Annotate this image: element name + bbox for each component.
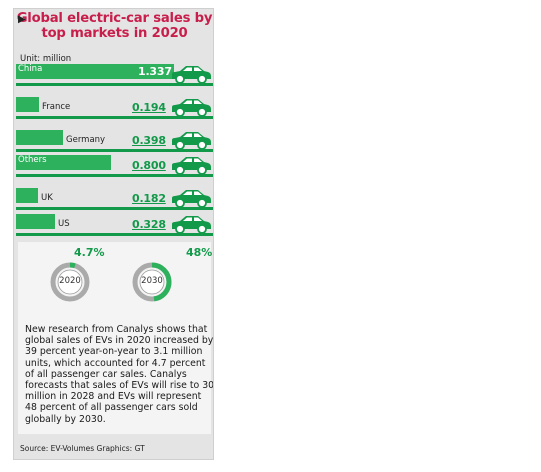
category-label: China — [18, 64, 43, 74]
bar-row-germany: Germany 0.398 — [16, 130, 213, 152]
value-label: 0.328 — [132, 218, 166, 231]
chart-title-text: Global electric-car sales by top markets… — [16, 11, 213, 41]
category-label: Germany — [66, 135, 106, 145]
percent-label: 48% — [186, 246, 213, 259]
donut-ring — [50, 262, 90, 302]
bar-baseline — [16, 174, 213, 177]
infographic: ▶ Global electric-car sales by top marke… — [13, 8, 214, 460]
bar-row-others: Others 0.800 — [16, 155, 213, 177]
percent-label: 4.7% — [74, 246, 105, 259]
value-label: 0.800 — [132, 159, 166, 172]
value-label: 0.398 — [132, 134, 166, 147]
category-label: UK — [41, 193, 53, 203]
donut-2030: 2030 — [130, 260, 174, 304]
donut-center — [57, 269, 83, 295]
bar-china — [16, 64, 174, 79]
category-label: Others — [18, 155, 47, 165]
bar-baseline — [16, 149, 213, 152]
category-label: France — [42, 102, 71, 112]
bar-baseline — [16, 83, 213, 86]
car-icon — [172, 157, 211, 175]
triangle-right-icon: ▶ — [18, 14, 26, 25]
bar-row-uk: UK 0.182 — [16, 188, 213, 210]
bar-row-china: China 1.337 — [16, 64, 213, 86]
value-label: 1.337 — [138, 65, 172, 78]
donut-center — [139, 269, 165, 295]
car-icon — [172, 66, 211, 84]
unit-label: Unit: million — [20, 54, 72, 64]
year-label: 2030 — [141, 276, 163, 286]
car-icon — [172, 99, 211, 117]
bar-baseline — [16, 207, 213, 210]
info-panel: 2020 4.7% 2030 48% New research from Canaly… — [18, 242, 214, 434]
donut-2020: 2020 — [48, 260, 92, 304]
bar-germany — [16, 130, 63, 145]
donut-ring — [132, 262, 172, 302]
category-label: US — [58, 219, 70, 229]
bar-baseline — [16, 233, 213, 236]
bar-uk — [16, 188, 38, 203]
bar-us — [16, 214, 55, 229]
chart-title: ▶ Global electric-car sales by top marke… — [14, 11, 213, 41]
donut-slice — [132, 262, 172, 302]
body-text: New research from Canalys shows that glo… — [25, 324, 214, 425]
bar-row-france: France 0.194 — [16, 97, 213, 119]
bar-others — [16, 155, 111, 170]
donut-slice — [50, 262, 90, 302]
bar-row-us: US 0.328 — [16, 214, 213, 236]
bar-baseline — [16, 116, 213, 119]
year-label: 2020 — [59, 276, 81, 286]
value-label: 0.194 — [132, 101, 166, 114]
car-icon — [172, 190, 211, 208]
bar-france — [16, 97, 39, 112]
source-credit: Source: EV-Volumes Graphics: GT — [20, 444, 145, 453]
value-label: 0.182 — [132, 192, 166, 205]
car-icon — [172, 132, 211, 150]
car-icon — [172, 216, 211, 234]
